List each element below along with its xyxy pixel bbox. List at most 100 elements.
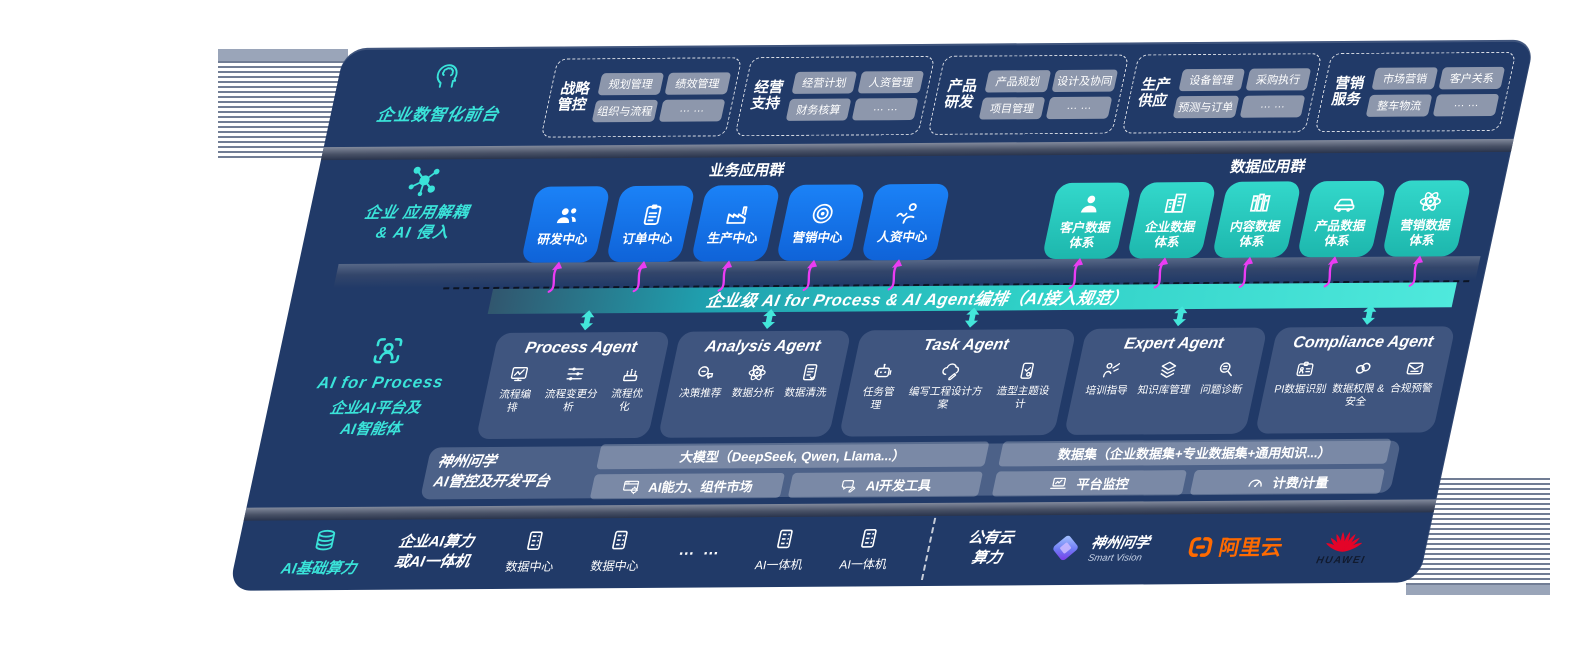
agent-item-label: 培训指导 bbox=[1084, 384, 1129, 398]
data-domain-box: 客户数据 体系 bbox=[1041, 182, 1132, 260]
sync-arrow-icon bbox=[759, 309, 779, 329]
person-scan-icon bbox=[367, 334, 408, 368]
component-market-icon bbox=[620, 477, 643, 496]
module-chip: … … bbox=[658, 99, 726, 122]
module-chip: … … bbox=[1432, 93, 1500, 117]
public-cloud-label: 公有云 算力 bbox=[966, 529, 1016, 567]
module-chip: 客户关系 bbox=[1438, 66, 1506, 90]
agent-title: Expert Agent bbox=[1122, 335, 1226, 353]
group-title: 战略管控 bbox=[555, 81, 592, 114]
module-chip: 组织与流程 bbox=[591, 99, 659, 123]
decoupling-label: 企业 应用解耦 & AI 侵入 bbox=[362, 204, 471, 243]
front-office-group: 营销服务 市场营销 客户关系 整车物流 … … bbox=[1314, 51, 1517, 133]
layer-front-office: 企业数智化前台 战略管控 规划管理 绩效管理 组织与流程 … … 经营支持 经营… bbox=[324, 48, 1533, 147]
agent-card: Compliance Agent PI数据识别 数据权限 & 安全 合规预警 bbox=[1255, 327, 1456, 434]
agent-item: 决策推荐 bbox=[672, 363, 728, 430]
app-center-label: 营销中心 bbox=[791, 230, 845, 245]
sliders-icon bbox=[563, 364, 589, 385]
ai-appliance-label: AI一体机 bbox=[753, 557, 805, 573]
module-chip: 财务核算 bbox=[785, 98, 852, 121]
data-app-header: 数据应用群 bbox=[1228, 158, 1308, 176]
agent-item-label: PI数据识别 bbox=[1273, 383, 1328, 396]
app-center-label: 研发中心 bbox=[536, 231, 590, 247]
datacenter-label: 数据中心 bbox=[503, 559, 556, 574]
platform-cell: AI能力、组件市场 bbox=[589, 473, 786, 500]
dataset-bar: 数据集（企业数据集+专业数据集+通用知识...） bbox=[998, 438, 1392, 467]
group-tags: 产品规划 设计及协同 项目管理 … … bbox=[978, 69, 1118, 120]
agent-card: Task Agent 任务管理 编写工程设计方案 造型主题设计 bbox=[839, 329, 1077, 437]
huawei-flower-icon bbox=[1324, 526, 1366, 553]
module-chip: 人资管理 bbox=[857, 70, 925, 94]
smartvision-zh-label: 神州问学 bbox=[1089, 535, 1151, 552]
user-icon bbox=[1075, 191, 1107, 217]
agent-item: 流程优化 bbox=[599, 363, 655, 430]
business-app-header: 业务应用群 bbox=[707, 161, 787, 180]
group-tags: 设备管理 采购执行 预测与订单 … … bbox=[1172, 68, 1312, 119]
head-chat-icon bbox=[692, 363, 718, 384]
sync-arrow-icon bbox=[1170, 306, 1190, 326]
agent-item-label: 造型主题设计 bbox=[995, 385, 1051, 411]
data-domain-box: 企业数据 体系 bbox=[1126, 181, 1217, 259]
ai-platform-label-zone: AI for Process 企业AI平台及 AI智能体 bbox=[261, 333, 499, 440]
tablet-check-icon bbox=[1015, 360, 1041, 381]
server-icon bbox=[770, 527, 799, 551]
agent-items: 流程编排 流程变更分析 流程优化 bbox=[487, 363, 655, 431]
agent-item-label: 流程变更分析 bbox=[543, 388, 599, 414]
data-domain-box: 营销数据 体系 bbox=[1381, 180, 1472, 257]
building-icon bbox=[1160, 190, 1192, 216]
enterprise-compute-label: 企业AI算力 或AI一体机 bbox=[392, 532, 476, 571]
agent-item-label: 数据分析 bbox=[730, 387, 776, 400]
agent-item-label: 任务管理 bbox=[861, 386, 896, 412]
module-chip: 产品规划 bbox=[984, 69, 1052, 93]
agent-item-label: 合规预警 bbox=[1388, 382, 1434, 395]
agent-card: Process Agent 流程编排 流程变更分析 流程优化 bbox=[475, 332, 671, 439]
monitor-laptop-icon bbox=[1048, 474, 1071, 493]
module-chip: 绩效管理 bbox=[664, 72, 731, 95]
data-domain-label: 客户数据 体系 bbox=[1058, 220, 1112, 251]
agent-item: 问题诊断 bbox=[1193, 359, 1249, 426]
smartvision-en-label: Smart Vision bbox=[1086, 552, 1143, 564]
agent-item-label: 数据权限 & 安全 bbox=[1330, 383, 1386, 408]
module-chip: … … bbox=[1239, 95, 1306, 118]
server-icon bbox=[854, 526, 883, 550]
agent-item: PI数据识别 bbox=[1267, 358, 1333, 425]
molecule-icon bbox=[401, 161, 447, 199]
data-domain-box: 产品数据 体系 bbox=[1296, 180, 1387, 258]
atom-icon bbox=[1415, 188, 1447, 214]
car-icon bbox=[1330, 189, 1362, 215]
data-domain-label: 营销数据 体系 bbox=[1398, 218, 1452, 248]
agent-title: Analysis Agent bbox=[703, 337, 823, 356]
business-app-row: 研发中心 订单中心 生产中心 营销中心 bbox=[514, 183, 958, 263]
huawei-logo: HUAWEI bbox=[1315, 526, 1372, 566]
person-wave-icon bbox=[892, 200, 924, 226]
group-title: 生产供应 bbox=[1136, 76, 1173, 110]
layer-app-decoupling: 企业 应用解耦 & AI 侵入 业务应用群 研发中心 订单中心 bbox=[299, 152, 1511, 264]
data-domain-box: 内容数据 体系 bbox=[1211, 181, 1302, 258]
app-center-box: 营销中心 bbox=[775, 184, 866, 261]
front-office-group: 产品研发 产品规划 设计及协同 项目管理 … … bbox=[927, 54, 1130, 135]
ai-platform-label: 企业AI平台及 AI智能体 bbox=[328, 399, 422, 438]
app-center-box: 订单中心 bbox=[605, 185, 696, 263]
module-chip: 采购执行 bbox=[1245, 68, 1312, 91]
database-icon bbox=[310, 528, 339, 552]
agent-item: 培训指导 bbox=[1078, 360, 1134, 427]
link-icon bbox=[1350, 358, 1376, 379]
module-chip: 市场营销 bbox=[1371, 67, 1439, 90]
server-icon bbox=[521, 529, 550, 553]
huawei-label: HUAWEI bbox=[1315, 554, 1367, 566]
brain-head-icon bbox=[428, 59, 464, 89]
module-chip: 项目管理 bbox=[978, 97, 1046, 120]
platform-dataset-column: 数据集（企业数据集+专业数据集+通用知识...） 平台监控 计费/计量 bbox=[991, 438, 1392, 497]
layer-compute: AI基础算力 企业AI算力 或AI一体机 数据中心 数据中心 … … AI一体机… bbox=[229, 512, 1434, 590]
dashed-divider bbox=[920, 517, 936, 581]
agent-item: 数据权限 & 安全 bbox=[1325, 358, 1391, 425]
platform-cell-label: 计费/计量 bbox=[1271, 475, 1331, 491]
smartvision-diamond-icon bbox=[1045, 531, 1086, 565]
gauge-icon bbox=[1244, 473, 1267, 492]
group-tags: 经营计划 人资管理 财务核算 … … bbox=[785, 70, 925, 121]
celebration-icon bbox=[619, 363, 645, 384]
group-tags: 市场营销 客户关系 整车物流 … … bbox=[1366, 66, 1506, 117]
architecture-panel: 企业数智化前台 战略管控 规划管理 绩效管理 组织与流程 … … 经营支持 经营… bbox=[228, 39, 1535, 591]
smartvision-logo: 神州问学 Smart Vision bbox=[1045, 530, 1152, 565]
robot-icon bbox=[870, 361, 896, 382]
